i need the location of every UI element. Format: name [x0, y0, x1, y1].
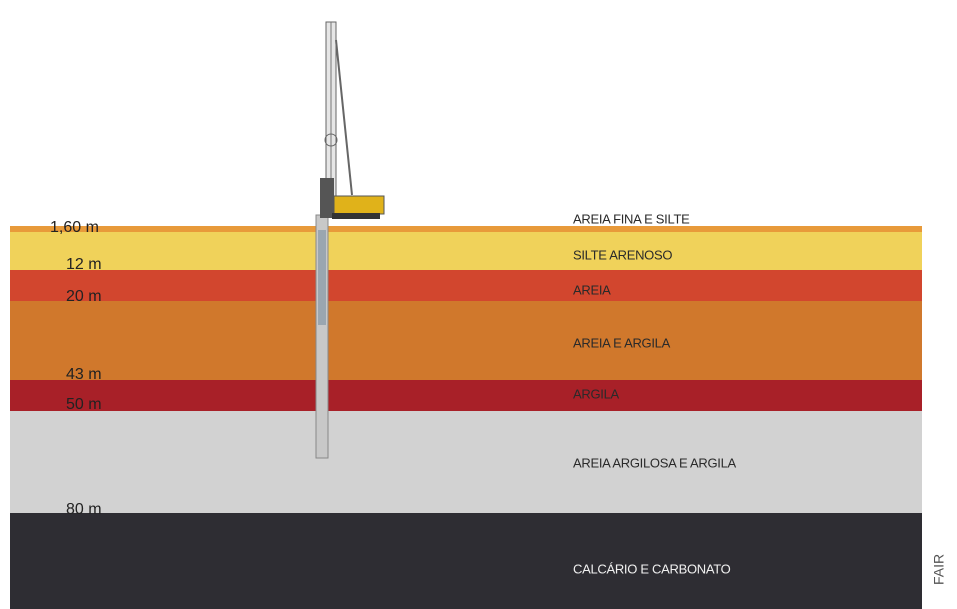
layer-band — [10, 226, 922, 232]
layer-label: AREIA E ARGILA — [573, 335, 671, 350]
layer-label: ARGILA — [573, 386, 620, 401]
layer-label: CALCÁRIO E CARBONATO — [573, 561, 731, 576]
layer-band — [10, 411, 922, 513]
layer-band — [10, 270, 922, 301]
layer-band — [10, 232, 922, 270]
depth-label: 12 m — [66, 256, 102, 273]
layer-label: SILTE ARENOSO — [573, 247, 672, 262]
layer-band — [10, 513, 922, 609]
layer-label: AREIA FINA E SILTE — [573, 211, 690, 226]
credit: FAIR — [931, 554, 947, 585]
drill-rig — [315, 21, 385, 459]
layer-band — [10, 301, 922, 380]
layer-label: AREIA ARGILOSA E ARGILA — [573, 455, 737, 470]
depth-label: 20 m — [66, 288, 102, 305]
layer-label: AREIA — [573, 282, 611, 297]
layer-band — [10, 380, 922, 411]
depth-label: 1,60 m — [50, 219, 99, 236]
depth-label: 50 m — [66, 396, 102, 413]
depth-label: 80 m — [66, 501, 102, 518]
depth-label: 43 m — [66, 366, 102, 383]
